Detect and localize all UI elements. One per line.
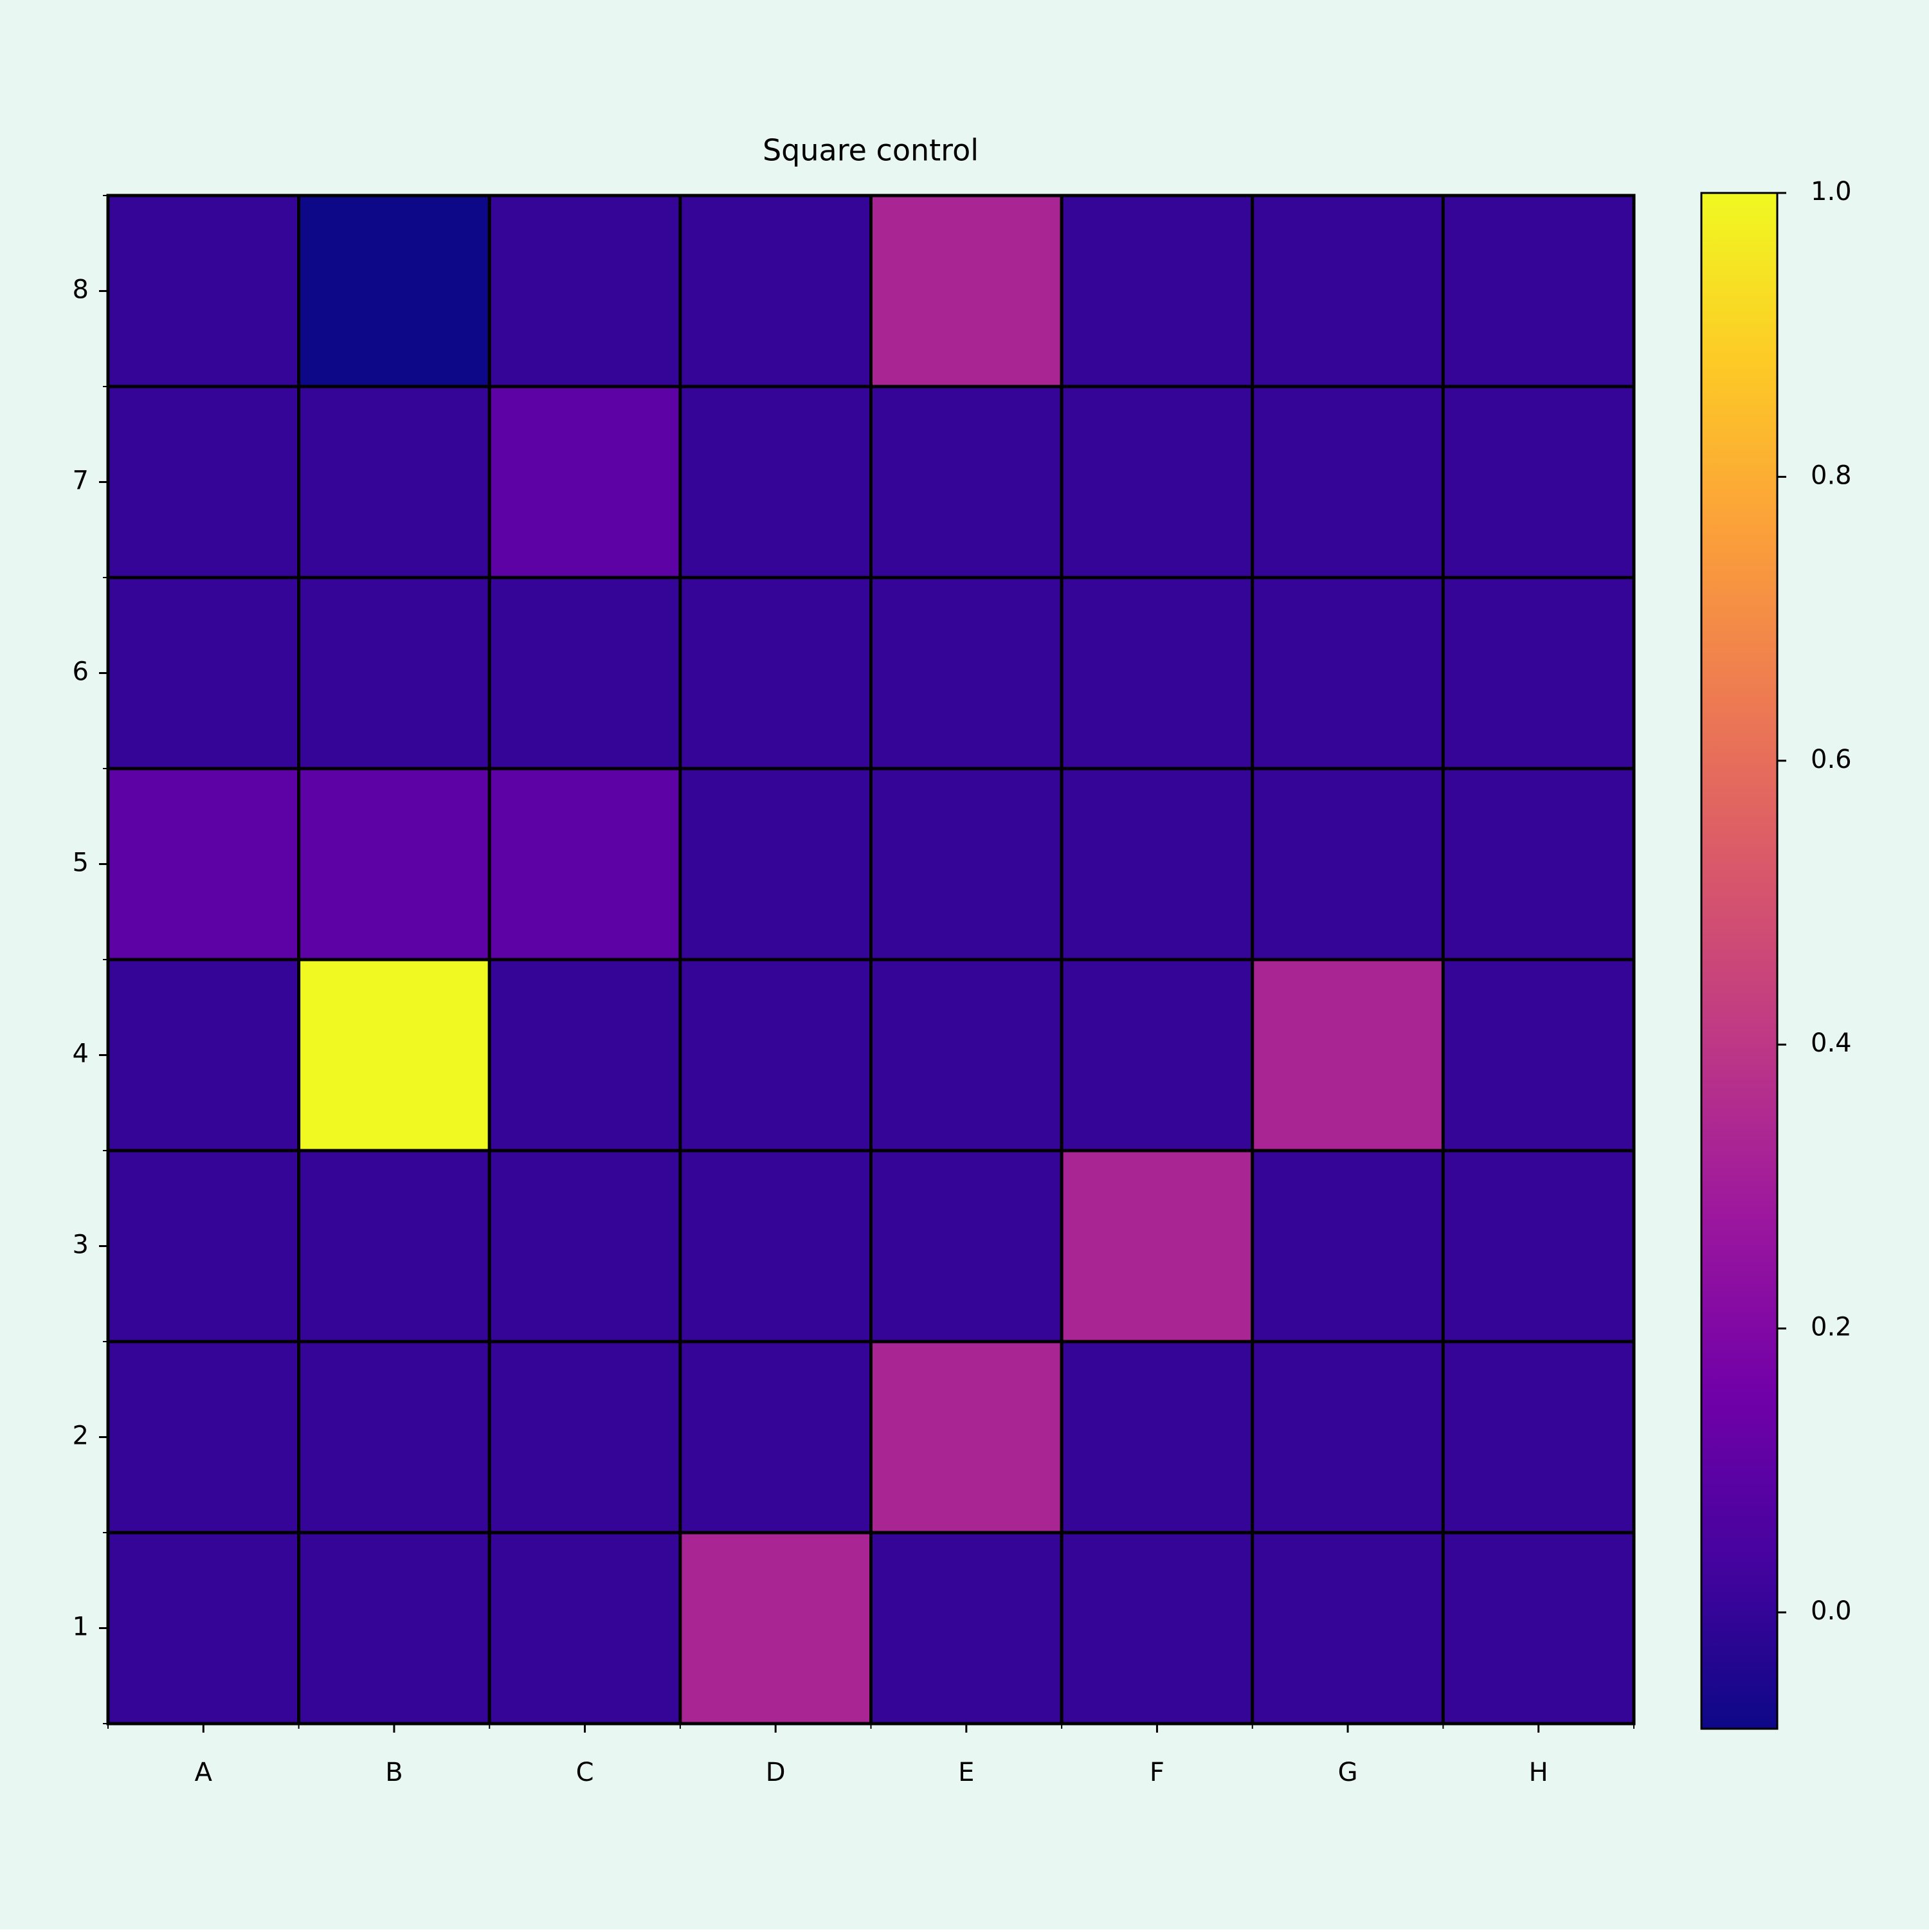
- heatmap-cell: [106, 1149, 301, 1344]
- heatmap-cell: [1441, 958, 1636, 1153]
- y-tick-label: 2: [73, 1421, 89, 1451]
- heatmap-cell: [869, 1340, 1064, 1535]
- heatmap-cell: [1060, 1531, 1254, 1726]
- colorbar-tick-label: 0.8: [1811, 460, 1852, 490]
- heatmap-cell: [106, 1340, 301, 1535]
- colorbar-tick-label: 0.2: [1811, 1313, 1852, 1342]
- heatmap-cell: [869, 958, 1064, 1153]
- heatmap-cell: [1441, 385, 1636, 579]
- heatmap-cell: [869, 194, 1064, 388]
- heatmap-cell: [487, 958, 682, 1153]
- heatmap-cell: [297, 958, 491, 1153]
- heatmap-cell: [1060, 1340, 1254, 1535]
- heatmap-cell: [1441, 767, 1636, 961]
- heatmap-cell: [678, 385, 873, 579]
- colorbar-tick-label: 0.4: [1811, 1028, 1852, 1058]
- heatmap-cell: [487, 385, 682, 579]
- x-tick-label: A: [195, 1758, 213, 1787]
- heatmap-cell: [869, 1531, 1064, 1726]
- heatmap-cell: [678, 958, 873, 1153]
- heatmap-cell: [106, 194, 301, 388]
- x-tick-label: D: [766, 1758, 786, 1787]
- heatmap-cell: [487, 194, 682, 388]
- heatmap-cell: [297, 767, 491, 961]
- colorbar: [1700, 192, 1779, 1730]
- heatmap-cell: [869, 767, 1064, 961]
- heatmap-cell: [678, 1531, 873, 1726]
- heatmap-cell: [487, 767, 682, 961]
- heatmap-cell: [297, 1531, 491, 1726]
- heatmap-cell: [678, 1340, 873, 1535]
- heatmap-cell: [869, 385, 1064, 579]
- heatmap-cell: [1441, 576, 1636, 770]
- y-tick-label: 3: [73, 1230, 89, 1260]
- colorbar-tick-label: 1.0: [1811, 177, 1852, 206]
- heatmap-cell: [297, 1149, 491, 1344]
- heatmap-cell: [487, 1340, 682, 1535]
- heatmap-cell: [1251, 1149, 1445, 1344]
- chart-title: Square control: [763, 133, 979, 168]
- colorbar-tick-label: 0.6: [1811, 745, 1852, 774]
- heatmap-cell: [678, 767, 873, 961]
- heatmap-cell: [1060, 1149, 1254, 1344]
- y-tick-label: 4: [73, 1039, 89, 1069]
- y-tick-label: 7: [73, 466, 89, 496]
- heatmap-cell: [1251, 194, 1445, 388]
- heatmap-cell: [487, 1149, 682, 1344]
- x-tick-label: E: [958, 1758, 974, 1787]
- heatmap-cell: [297, 385, 491, 579]
- heatmap-cell: [1441, 1340, 1636, 1535]
- heatmap-cell: [1060, 958, 1254, 1153]
- heatmap-cell: [1060, 385, 1254, 579]
- heatmap-cell: [1251, 576, 1445, 770]
- heatmap-cell: [678, 1149, 873, 1344]
- heatmap-cell: [1251, 767, 1445, 961]
- x-tick-label: G: [1338, 1758, 1358, 1787]
- heatmap-cell: [106, 1531, 301, 1726]
- y-tick-label: 8: [73, 275, 89, 305]
- x-tick-label: C: [576, 1758, 594, 1787]
- heatmap-cell: [487, 1531, 682, 1726]
- heatmap-cell: [1060, 767, 1254, 961]
- heatmap-cell: [487, 576, 682, 770]
- heatmap-cell: [869, 1149, 1064, 1344]
- heatmap-cell: [297, 576, 491, 770]
- colorbar-tick-label: 0.0: [1811, 1596, 1852, 1626]
- heatmap-cell: [678, 194, 873, 388]
- heatmap-cell: [1441, 194, 1636, 388]
- x-tick-label: H: [1529, 1758, 1548, 1787]
- heatmap-cell: [1441, 1149, 1636, 1344]
- heatmap-cell: [869, 576, 1064, 770]
- heatmap-cell: [1441, 1531, 1636, 1726]
- heatmap-cell: [678, 576, 873, 770]
- heatmap-cell: [1251, 385, 1445, 579]
- heatmap-cell: [1251, 1531, 1445, 1726]
- heatmap-cell: [297, 194, 491, 388]
- heatmap-cell: [1060, 576, 1254, 770]
- heatmap-cell: [106, 385, 301, 579]
- y-tick-label: 5: [73, 848, 89, 878]
- heatmap-cell: [1060, 194, 1254, 388]
- heatmap-cell: [106, 576, 301, 770]
- heatmap-cell: [106, 767, 301, 961]
- heatmap-cell: [1251, 958, 1445, 1153]
- y-tick-label: 6: [73, 657, 89, 687]
- heatmap-cell: [106, 958, 301, 1153]
- x-tick-label: F: [1150, 1758, 1164, 1787]
- heatmap-cell: [1251, 1340, 1445, 1535]
- y-tick-label: 1: [73, 1612, 89, 1642]
- heatmap-cell: [297, 1340, 491, 1535]
- x-tick-label: B: [385, 1758, 403, 1787]
